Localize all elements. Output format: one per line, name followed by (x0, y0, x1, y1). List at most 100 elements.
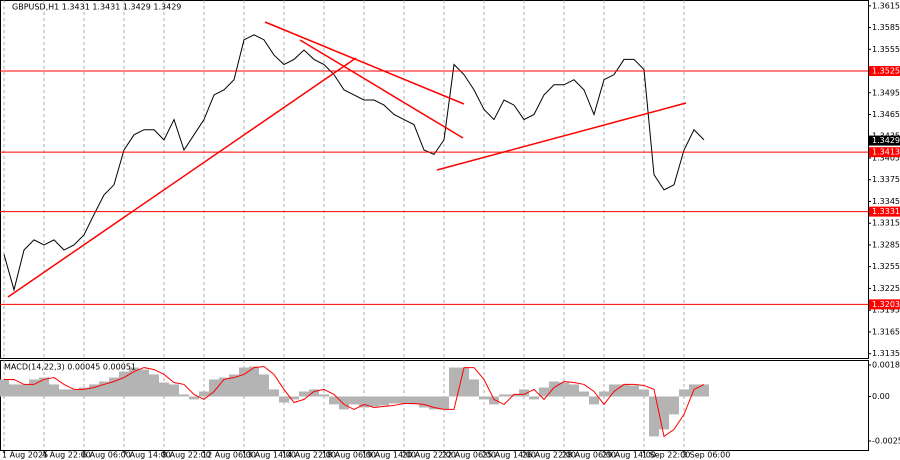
y-tick-label: 1.3375 (872, 175, 900, 184)
macd-bar (269, 389, 279, 397)
macd-bar (599, 391, 609, 397)
macd-bar (89, 384, 99, 397)
macd-bar (299, 391, 309, 397)
macd-title: MACD(14,22,3) 0.00045 0.00051 (4, 363, 136, 372)
macd-bar (199, 391, 209, 397)
macd-bar (239, 367, 249, 397)
macd-bar (459, 367, 469, 397)
macd-bar (399, 396, 409, 404)
y-tick-label: 1.3135 (872, 349, 900, 358)
x-tick-label: 14 Aug 22:00 (282, 451, 336, 460)
x-tick-label: 4 Aug 22:00 (42, 451, 91, 460)
macd-bar (319, 394, 329, 397)
macd-panel-frame (0, 360, 869, 451)
macd-bar (609, 384, 619, 397)
x-tick-label: 19 Aug 14:00 (362, 451, 416, 460)
y-tick-label: 1.3315 (872, 219, 900, 228)
trend-line (264, 21, 465, 105)
macd-bar (499, 394, 509, 397)
macd-bar (59, 389, 69, 397)
macd-bar (169, 384, 179, 397)
macd-bar (379, 396, 389, 406)
x-tick-label: 13 Aug 14:00 (242, 451, 296, 460)
x-tick-label: 29 Aug 14:00 (602, 451, 656, 460)
macd-bar (289, 396, 299, 400)
macd-bar (479, 396, 489, 400)
macd-bar (389, 396, 399, 404)
macd-bar (449, 367, 459, 397)
macd-bar (579, 391, 589, 397)
macd-bar (589, 396, 599, 405)
current-price-label: 1.3429 (872, 136, 900, 145)
current-price-box (869, 135, 900, 146)
macd-bar (699, 384, 709, 397)
y-tick-label: 1.3195 (872, 306, 900, 315)
macd-bar (619, 384, 629, 397)
trend-line (436, 102, 687, 171)
macd-bar (259, 374, 269, 397)
x-tick-label: 25 Aug 14:00 (482, 451, 536, 460)
macd-bar (19, 384, 29, 397)
macd-bar (419, 396, 429, 408)
macd-bar (429, 396, 439, 410)
macd-bar (99, 381, 109, 397)
grid (3, 0, 685, 450)
x-tick-label: 8 Aug 22:00 (162, 451, 211, 460)
macd-bar (9, 384, 19, 397)
level-label: 1.3331 (872, 207, 900, 216)
x-tick-label: 20 Aug 22:00 (402, 451, 456, 460)
macd-bar (229, 374, 239, 397)
macd-bar (139, 369, 149, 397)
y-tick-label: -0.00259 (872, 437, 900, 446)
x-tick-label: 6 Aug 06:00 (82, 451, 131, 460)
y-tick-label: 1.3165 (872, 327, 900, 336)
y-tick-label: 1.3225 (872, 284, 900, 293)
macd-bar (359, 396, 369, 408)
y-tick-label: 1.3615 (872, 1, 900, 10)
trend-line (299, 39, 464, 139)
macd-bar (659, 396, 669, 430)
chart-title: GBPUSD,H1 1.3431 1.3431 1.3429 1.3429 (12, 3, 181, 12)
macd-bar (329, 396, 339, 405)
macd-bar (509, 394, 519, 397)
macd-bar (439, 396, 449, 410)
x-tick-label: 26 Aug 22:00 (522, 451, 576, 460)
macd-bar (79, 387, 89, 397)
x-tick-label: 1 Sep 22:00 (642, 451, 690, 460)
y-tick-label: 1.3285 (872, 240, 900, 249)
macd-bar (49, 384, 59, 397)
macd-bar (0, 379, 9, 397)
macd-bar (679, 389, 689, 397)
y-tick-label: 1.3495 (872, 88, 900, 97)
macd-bar (309, 389, 319, 397)
macd-bar (519, 389, 529, 397)
macd-bar (409, 396, 419, 405)
y-tick-label: 0.00183 (872, 360, 900, 369)
macd-bar (29, 379, 39, 397)
level-label: 1.3203 (872, 300, 900, 309)
macd-bar (539, 387, 549, 397)
level-label: 1.3525 (872, 67, 900, 76)
price-line (3, 34, 705, 292)
level-label: 1.3413 (872, 148, 900, 157)
macd-bar (109, 377, 119, 397)
x-tick-label: 3 Sep 06:00 (682, 451, 730, 460)
y-tick-label: 1.3345 (872, 197, 900, 206)
macd-bar (529, 396, 539, 400)
level-label-box (869, 147, 900, 158)
macd-bar (339, 396, 349, 410)
macd-bar (129, 367, 139, 397)
macd-bar (189, 396, 199, 400)
macd-bar (629, 385, 639, 397)
macd-bar (489, 396, 499, 405)
macd-bar (349, 396, 359, 405)
macd-bar (179, 394, 189, 397)
x-tick-label: 22 Aug 06:00 (442, 451, 496, 460)
level-label-box (869, 299, 900, 310)
macd-bar (369, 396, 379, 407)
macd-bar (39, 377, 49, 397)
macd-bar (159, 382, 169, 397)
macd-bar (69, 389, 79, 397)
y-tick-label: 1.3555 (872, 45, 900, 54)
